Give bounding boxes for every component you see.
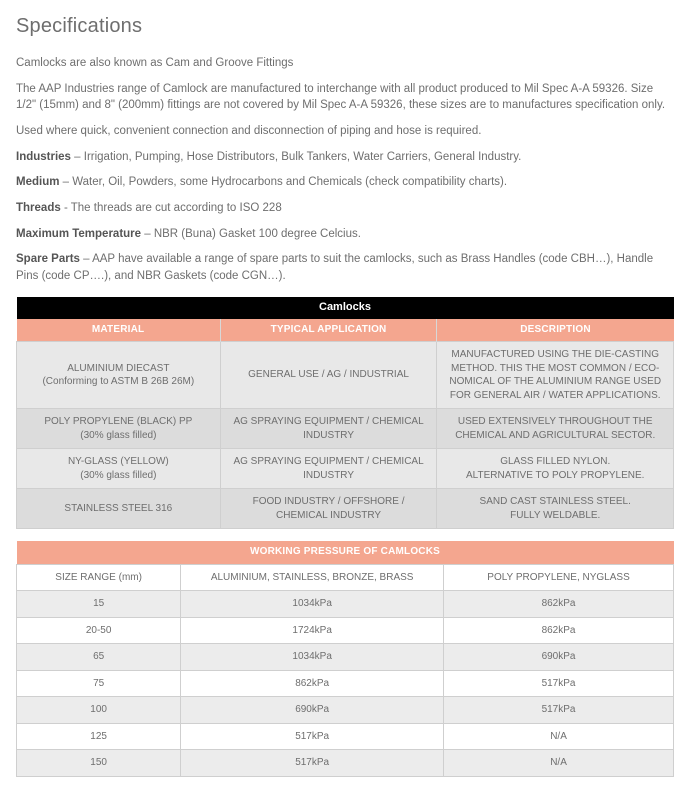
table-row: 151034kPa862kPa <box>17 591 674 618</box>
table-cell: 517kPa <box>444 670 674 697</box>
table-column-header: DESCRIPTION <box>437 319 674 342</box>
table-cell: GLASS FILLED NYLON.ALTERNATIVE TO POLY P… <box>437 449 674 489</box>
table-cell: 690kPa <box>444 644 674 671</box>
table-cell: 862kPa <box>444 591 674 618</box>
intro-paragraphs: Camlocks are also known as Cam and Groov… <box>16 55 674 285</box>
paragraph-text: Camlocks are also known as Cam and Groov… <box>16 57 293 69</box>
spec-paragraph: The AAP Industries range of Camlock are … <box>16 81 674 114</box>
paragraph-text: The AAP Industries range of Camlock are … <box>16 83 665 112</box>
table-cell: SAND CAST STAINLESS STEEL.FULLY WELDABLE… <box>437 489 674 529</box>
paragraph-text: Used where quick, convenient connection … <box>16 125 481 137</box>
spec-paragraph: Used where quick, convenient connection … <box>16 123 674 140</box>
table-column-header: SIZE RANGE (mm) <box>17 564 181 591</box>
table-cell: 20-50 <box>17 617 181 644</box>
pressure-table: WORKING PRESSURE OF CAMLOCKS SIZE RANGE … <box>16 541 674 777</box>
table-cell: 862kPa <box>181 670 444 697</box>
table-row: SIZE RANGE (mm)ALUMINIUM, STAINLESS, BRO… <box>17 564 674 591</box>
table-row: 651034kPa690kPa <box>17 644 674 671</box>
paragraph-label: Spare Parts <box>16 253 80 265</box>
camlocks-table: Camlocks MATERIALTYPICAL APPLICATIONDESC… <box>16 297 674 529</box>
table-cell: 65 <box>17 644 181 671</box>
paragraph-text: – Irrigation, Pumping, Hose Distributors… <box>71 151 521 163</box>
spec-paragraph: Spare Parts – AAP have available a range… <box>16 251 674 284</box>
table-column-header: MATERIAL <box>17 319 221 342</box>
paragraph-label: Maximum Temperature <box>16 228 141 240</box>
table-row: ALUMINIUM DIECAST(Conforming to ASTM B 2… <box>17 342 674 409</box>
table-cell: STAINLESS STEEL 316 <box>17 489 221 529</box>
table-cell: 862kPa <box>444 617 674 644</box>
table-cell: N/A <box>444 750 674 777</box>
paragraph-label: Threads <box>16 202 61 214</box>
table-cell: AG SPRAYING EQUIPMENT / CHEMICAL INDUSTR… <box>220 449 437 489</box>
table-row: STAINLESS STEEL 316FOOD INDUSTRY / OFFSH… <box>17 489 674 529</box>
table-cell: 125 <box>17 723 181 750</box>
table-row: 150517kPaN/A <box>17 750 674 777</box>
table-cell: 15 <box>17 591 181 618</box>
table-row: 20-501724kPa862kPa <box>17 617 674 644</box>
paragraph-text: – Water, Oil, Powders, some Hydrocarbons… <box>59 176 507 188</box>
spec-paragraph: Threads - The threads are cut according … <box>16 200 674 217</box>
paragraph-text: – NBR (Buna) Gasket 100 degree Celcius. <box>141 228 361 240</box>
table-cell: N/A <box>444 723 674 750</box>
table-row: 125517kPaN/A <box>17 723 674 750</box>
table-cell: 100 <box>17 697 181 724</box>
camlocks-table-title: Camlocks <box>17 297 674 319</box>
table-cell: POLY PROPYLENE (BLACK) PP(30% glass fill… <box>17 409 221 449</box>
table-cell: 690kPa <box>181 697 444 724</box>
table-row: NY-GLASS (YELLOW)(30% glass filled)AG SP… <box>17 449 674 489</box>
table-cell: GENERAL USE / AG / INDUSTRIAL <box>220 342 437 409</box>
paragraph-text: – AAP have available a range of spare pa… <box>16 253 653 282</box>
table-cell: 1034kPa <box>181 644 444 671</box>
table-cell: 517kPa <box>181 750 444 777</box>
page-title: Specifications <box>16 12 674 41</box>
pressure-table-title: WORKING PRESSURE OF CAMLOCKS <box>17 541 674 564</box>
table-cell: FOOD INDUSTRY / OFFSHORE / CHEMICAL INDU… <box>220 489 437 529</box>
paragraph-label: Industries <box>16 151 71 163</box>
table-column-header: ALUMINIUM, STAINLESS, BRONZE, BRASS <box>181 564 444 591</box>
spec-paragraph: Industries – Irrigation, Pumping, Hose D… <box>16 149 674 166</box>
spec-paragraph: Maximum Temperature – NBR (Buna) Gasket … <box>16 226 674 243</box>
paragraph-text: - The threads are cut according to ISO 2… <box>61 202 282 214</box>
table-cell: NY-GLASS (YELLOW)(30% glass filled) <box>17 449 221 489</box>
table-cell: 1724kPa <box>181 617 444 644</box>
paragraph-label: Medium <box>16 176 59 188</box>
table-row: POLY PROPYLENE (BLACK) PP(30% glass fill… <box>17 409 674 449</box>
table-cell: 517kPa <box>444 697 674 724</box>
table-cell: 517kPa <box>181 723 444 750</box>
table-row: 100690kPa517kPa <box>17 697 674 724</box>
spec-paragraph: Camlocks are also known as Cam and Groov… <box>16 55 674 72</box>
table-cell: AG SPRAYING EQUIPMENT / CHEMICAL INDUSTR… <box>220 409 437 449</box>
table-column-header: POLY PROPYLENE, NYGLASS <box>444 564 674 591</box>
table-cell: MANUFACTURED USING THE DIE-CASTING METHO… <box>437 342 674 409</box>
spec-paragraph: Medium – Water, Oil, Powders, some Hydro… <box>16 174 674 191</box>
table-column-header: TYPICAL APPLICATION <box>220 319 437 342</box>
table-cell: 75 <box>17 670 181 697</box>
table-row: 75862kPa517kPa <box>17 670 674 697</box>
table-cell: 1034kPa <box>181 591 444 618</box>
table-cell: ALUMINIUM DIECAST(Conforming to ASTM B 2… <box>17 342 221 409</box>
table-cell: 150 <box>17 750 181 777</box>
table-cell: USED EXTENSIVELY THROUGHOUT THE CHEMICAL… <box>437 409 674 449</box>
